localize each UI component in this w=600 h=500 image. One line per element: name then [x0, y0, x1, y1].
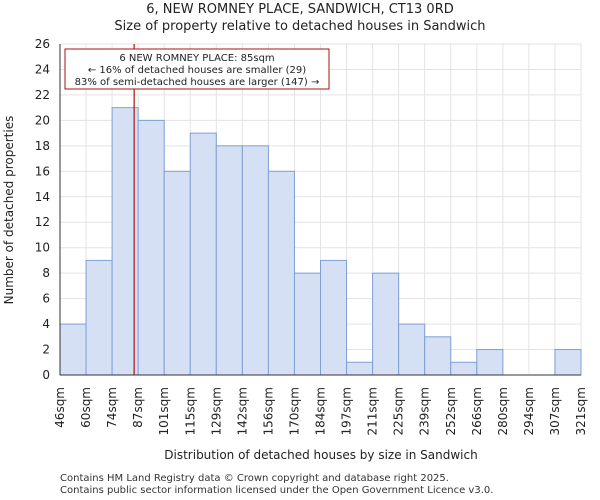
histogram-bar	[293, 272, 322, 376]
y-tick-label: 12	[35, 215, 50, 229]
histogram-bar	[424, 336, 452, 376]
annotation: 6 NEW ROMNEY PLACE: 85sqm← 16% of detach…	[64, 48, 330, 90]
y-tick-label: 22	[35, 88, 50, 102]
bars	[59, 107, 582, 376]
annotation-line: ← 16% of detached houses are smaller (29…	[88, 65, 306, 76]
annotation-line: 6 NEW ROMNEY PLACE: 85sqm	[119, 53, 274, 64]
y-axis-label: Number of detached properties	[2, 116, 16, 305]
x-tick-label: 129sqm	[209, 387, 223, 435]
x-tick-label: 156sqm	[261, 387, 275, 435]
histogram-bar	[163, 170, 191, 376]
x-tick-label: 211sqm	[366, 387, 380, 435]
x-tick-label: 115sqm	[183, 387, 197, 435]
x-tick-label: 142sqm	[235, 387, 249, 435]
y-tick-label: 8	[42, 266, 50, 280]
y-tick-label: 4	[42, 317, 50, 331]
x-tick-label: 87sqm	[131, 387, 145, 428]
histogram-bar	[241, 145, 269, 376]
histogram-bar	[450, 361, 478, 376]
y-tick-label: 2	[42, 343, 50, 357]
y-tick-label: 14	[35, 190, 50, 204]
chart-title: 6, NEW ROMNEY PLACE, SANDWICH, CT13 0RD	[146, 2, 454, 17]
histogram-bar	[320, 259, 348, 376]
y-tick-label: 6	[42, 292, 50, 306]
x-tick-label: 101sqm	[157, 387, 171, 435]
x-tick-label: 74sqm	[105, 387, 119, 428]
histogram-bar	[372, 272, 400, 376]
y-tick-label: 26	[35, 37, 50, 51]
histogram-bar	[137, 119, 165, 376]
histogram-bar	[398, 323, 426, 376]
y-tick-label: 20	[35, 113, 50, 127]
histogram-bar	[554, 349, 582, 376]
x-axis-label: Distribution of detached houses by size …	[164, 448, 477, 462]
histogram-bar	[267, 170, 295, 376]
annotation-box	[64, 48, 330, 90]
histogram-bar	[85, 259, 113, 376]
x-tick-label: 321sqm	[574, 387, 588, 435]
histogram-bar	[346, 361, 374, 376]
x-tick-label: 252sqm	[444, 387, 458, 435]
chart-subtitle: Size of property relative to detached ho…	[114, 19, 486, 34]
y-tick-label: 16	[35, 164, 50, 178]
histogram-bar	[59, 323, 87, 376]
x-tick-label: 307sqm	[548, 387, 562, 435]
x-tick-label: 239sqm	[418, 387, 432, 435]
x-tick-label: 184sqm	[314, 387, 328, 435]
x-tick-label: 294sqm	[522, 387, 536, 435]
annotation-line: 83% of semi-detached houses are larger (…	[75, 77, 320, 88]
y-tick-label: 18	[35, 139, 50, 153]
y-tick-label: 24	[35, 62, 50, 76]
x-tick-label: 197sqm	[340, 387, 354, 435]
x-tick-label: 46sqm	[53, 387, 67, 428]
x-tick-label: 170sqm	[287, 387, 301, 435]
histogram-bar	[189, 132, 217, 376]
x-tick-label: 60sqm	[79, 387, 93, 428]
y-tick-label: 10	[35, 241, 50, 255]
x-tick-label: 266sqm	[470, 387, 484, 435]
y-tick-label: 0	[42, 368, 50, 382]
x-tick-label: 280sqm	[496, 387, 510, 435]
histogram-bar	[476, 349, 504, 376]
histogram-bar	[215, 145, 243, 376]
footer-line-2: Contains public sector information licen…	[60, 485, 494, 496]
footer-line-1: Contains HM Land Registry data © Crown c…	[60, 473, 449, 484]
x-tick-label: 225sqm	[392, 387, 406, 435]
